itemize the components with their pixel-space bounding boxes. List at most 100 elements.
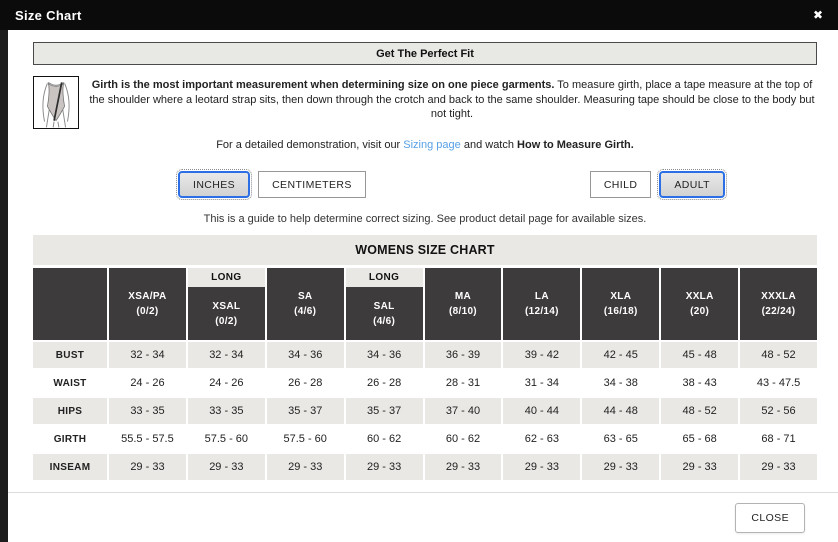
size-cell: 34 - 36 [266,342,344,368]
column-header-text: SA (4/6) [267,268,344,340]
size-cell: 57.5 - 60 [266,426,344,452]
column-header-text [33,268,107,340]
size-cell: 60 - 62 [424,426,502,452]
size-cell: 68 - 71 [740,426,817,452]
size-cell: 26 - 28 [345,370,423,396]
size-cell: 24 - 26 [187,370,265,396]
perfect-fit-banner: Get The Perfect Fit [33,42,817,65]
size-cell: 26 - 28 [266,370,344,396]
size-name: SAL [373,300,395,312]
size-range: (22/24) [761,306,796,317]
girth-intro-section: Girth is the most important measurement … [33,76,817,129]
size-cell: 57.5 - 60 [187,426,265,452]
size-range: (16/18) [603,306,638,317]
size-name: XXLA [685,291,714,302]
size-name: SA [297,291,313,302]
size-cell: 43 - 47.5 [740,370,817,396]
modal-footer: CLOSE [8,492,838,542]
column-header [33,268,107,340]
girth-intro-bold: Girth is the most important measurement … [91,79,555,91]
long-band-label: LONG [187,268,265,287]
size-cell: 42 - 45 [582,342,660,368]
size-range: (4/6) [294,306,317,317]
size-name: XLA [610,291,632,302]
child-button[interactable]: CHILD [589,171,652,198]
girth-intro-rest: To measure girth, place a tape measure a… [89,79,815,121]
size-cell: 52 - 56 [740,398,817,424]
size-cell: 29 - 33 [582,454,660,480]
row-label: HIPS [33,398,107,424]
age-toggle-group: CHILD ADULT [589,169,727,200]
size-cell: 65 - 68 [661,426,739,452]
guide-note: This is a guide to help determine correc… [203,213,647,225]
column-header-text: XXLA (20) [661,268,738,340]
demo-middle: and watch [460,139,518,151]
size-range: (0/2) [136,306,159,317]
size-cell: 34 - 38 [582,370,660,396]
column-header-text: XXXLA (22/24) [740,268,817,340]
inches-button[interactable]: INCHES [175,169,253,200]
size-chart-table: XSA/PA (0/2) LONG XSAL (0/2) SA (4/6) LONG SAL (4… [33,268,817,480]
size-cell: 24 - 26 [109,370,186,396]
column-header-text: XSAL (0/2) [188,287,265,340]
size-cell: 31 - 34 [503,370,581,396]
size-cell: 45 - 48 [661,342,739,368]
size-cell: 40 - 44 [503,398,581,424]
close-icon[interactable]: ✖ [812,8,823,22]
centimeters-button[interactable]: CENTIMETERS [258,171,366,198]
chart-title: WOMENS SIZE CHART [33,235,817,265]
size-cell: 28 - 31 [424,370,502,396]
size-name: XXXLA [761,291,796,302]
demo-line: For a detailed demonstration, visit our … [33,139,817,151]
page-background-strip [0,30,8,542]
size-name: LA [534,291,549,302]
size-cell: 29 - 33 [661,454,739,480]
column-header: XLA (16/18) [582,268,660,340]
column-header: XSA/PA (0/2) [109,268,186,340]
size-cell: 37 - 40 [424,398,502,424]
sizing-page-link[interactable]: Sizing page [403,139,461,151]
size-range: (8/10) [449,306,477,317]
column-header: LONG XSAL (0/2) [187,268,265,340]
size-chart-modal: Get The Perfect Fit Girth is the most im… [8,30,838,542]
size-cell: 39 - 42 [503,342,581,368]
column-header-text: MA (8/10) [425,268,502,340]
size-cell: 38 - 43 [661,370,739,396]
column-header-text: SAL (4/6) [346,287,423,340]
column-header: SA (4/6) [266,268,344,340]
row-label: BUST [33,342,107,368]
modal-body: Get The Perfect Fit Girth is the most im… [8,30,838,492]
size-range: (0/2) [215,315,238,327]
size-cell: 35 - 37 [345,398,423,424]
size-cell: 63 - 65 [582,426,660,452]
size-cell: 60 - 62 [345,426,423,452]
size-cell: 62 - 63 [503,426,581,452]
size-range: (12/14) [524,306,559,317]
size-cell: 29 - 33 [503,454,581,480]
column-header: XXXLA (22/24) [740,268,817,340]
size-name: MA [454,291,472,302]
row-label: WAIST [33,370,107,396]
modal-titlebar: Size Chart ✖ [0,0,838,30]
size-cell: 33 - 35 [187,398,265,424]
long-band-label: LONG [345,268,423,287]
size-name: XSA/PA [128,291,167,302]
size-cell: 55.5 - 57.5 [109,426,186,452]
modal-title: Size Chart [15,7,82,23]
size-cell: 29 - 33 [187,454,265,480]
row-label: GIRTH [33,426,107,452]
column-header: LA (12/14) [503,268,581,340]
how-to-measure-girth-link[interactable]: How to Measure Girth. [517,139,634,151]
demo-prefix: For a detailed demonstration, visit our [216,139,404,151]
close-button[interactable]: CLOSE [735,502,805,533]
girth-intro-text: Girth is the most important measurement … [87,76,817,129]
size-cell: 29 - 33 [266,454,344,480]
size-cell: 44 - 48 [582,398,660,424]
column-header-text: LA (12/14) [503,268,580,340]
adult-button[interactable]: ADULT [657,169,727,200]
size-cell: 29 - 33 [424,454,502,480]
size-cell: 32 - 34 [187,342,265,368]
size-cell: 48 - 52 [661,398,739,424]
column-header: MA (8/10) [424,268,502,340]
size-range: (4/6) [373,315,396,327]
